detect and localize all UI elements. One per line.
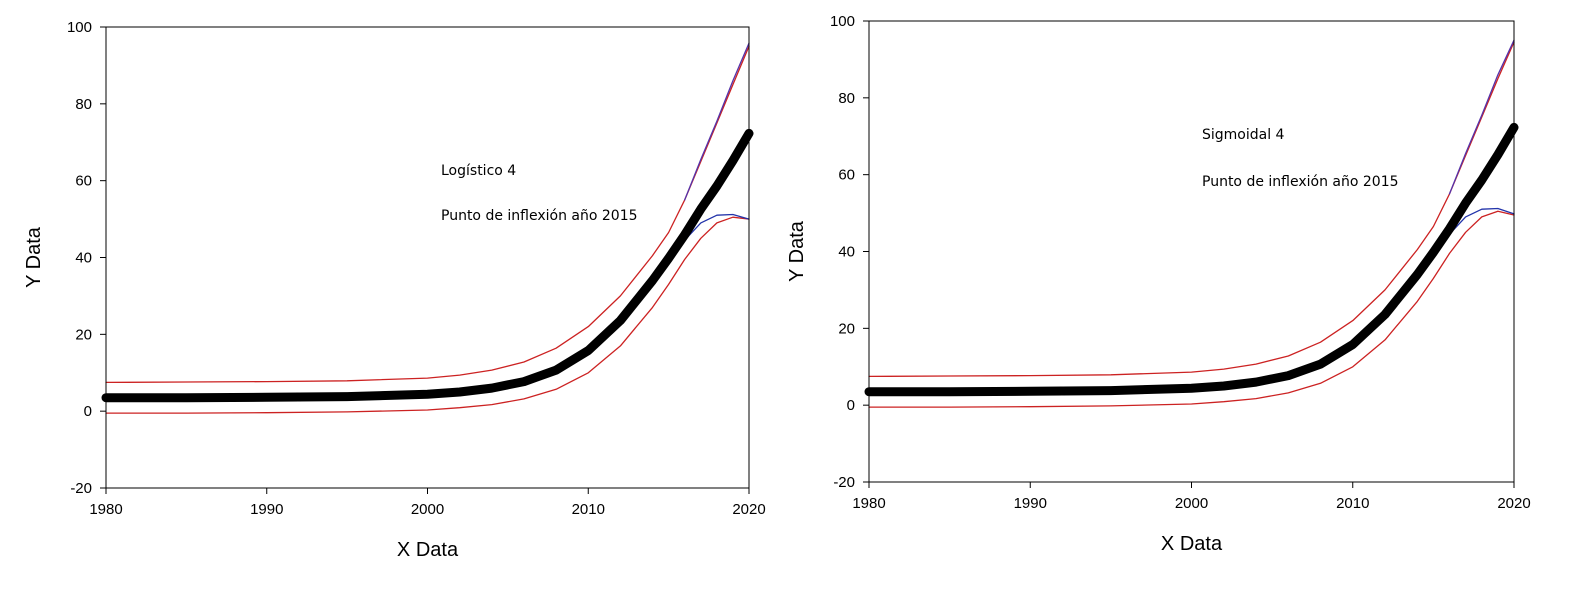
series-band-line xyxy=(684,42,750,201)
y-tick-label: 100 xyxy=(67,19,92,36)
y-tick-label: 60 xyxy=(75,173,92,190)
x-axis-title: X Data xyxy=(1161,533,1223,555)
annotation-text: Punto de inflexión año 2015 xyxy=(441,208,638,224)
annotation-text: Punto de inflexión año 2015 xyxy=(1202,174,1399,190)
x-tick-label: 2000 xyxy=(411,501,444,518)
series-band-line xyxy=(868,210,1515,408)
x-axis-title: X Data xyxy=(397,539,459,561)
y-tick-label: 80 xyxy=(75,96,92,113)
plot-frame xyxy=(868,20,1515,483)
x-tick-label: 1990 xyxy=(1014,495,1047,512)
series-fit-line xyxy=(864,122,1519,397)
x-tick-label: 1990 xyxy=(250,501,283,518)
x-tick-label: 2020 xyxy=(732,501,765,518)
y-tick-label: -20 xyxy=(833,474,855,491)
y-tick-label: 100 xyxy=(830,13,855,30)
series-band-line xyxy=(105,216,750,414)
y-tick-label: 40 xyxy=(75,250,92,267)
x-tick-label: 2020 xyxy=(1497,495,1530,512)
y-tick-label: 0 xyxy=(84,403,92,420)
x-tick-label: 2010 xyxy=(572,501,605,518)
chart-logistico: 1980 1990 2000 2010 2020 -20 0 20 40 60 80 100 X Dat… xyxy=(23,19,766,561)
x-tick-label: 2010 xyxy=(1336,495,1369,512)
x-tick-label: 1980 xyxy=(852,495,885,512)
y-tick-label: 0 xyxy=(847,397,855,414)
series-fit-line xyxy=(101,128,754,403)
annotation-text: Sigmoidal 4 xyxy=(1202,127,1285,143)
y-tick-label: -20 xyxy=(70,480,92,497)
y-tick-label: 20 xyxy=(838,320,855,337)
series-band-line xyxy=(105,45,750,384)
plot-frame xyxy=(105,26,750,489)
y-axis-title: Y Data xyxy=(786,220,808,282)
y-tick-label: 20 xyxy=(75,326,92,343)
y-axis-title: Y Data xyxy=(23,226,45,288)
y-tick-label: 80 xyxy=(838,90,855,107)
annotation-text: Logístico 4 xyxy=(441,163,516,179)
series-band-line xyxy=(1448,39,1515,195)
x-tick-label: 1980 xyxy=(89,501,122,518)
chart-sigmoidal: 1980 1990 2000 2010 2020 -20 0 20 40 60 80 100 X Dat… xyxy=(786,13,1531,555)
x-tick-label: 2000 xyxy=(1175,495,1208,512)
y-tick-label: 40 xyxy=(838,244,855,261)
y-tick-label: 60 xyxy=(838,167,855,184)
series-band-line xyxy=(868,41,1515,378)
